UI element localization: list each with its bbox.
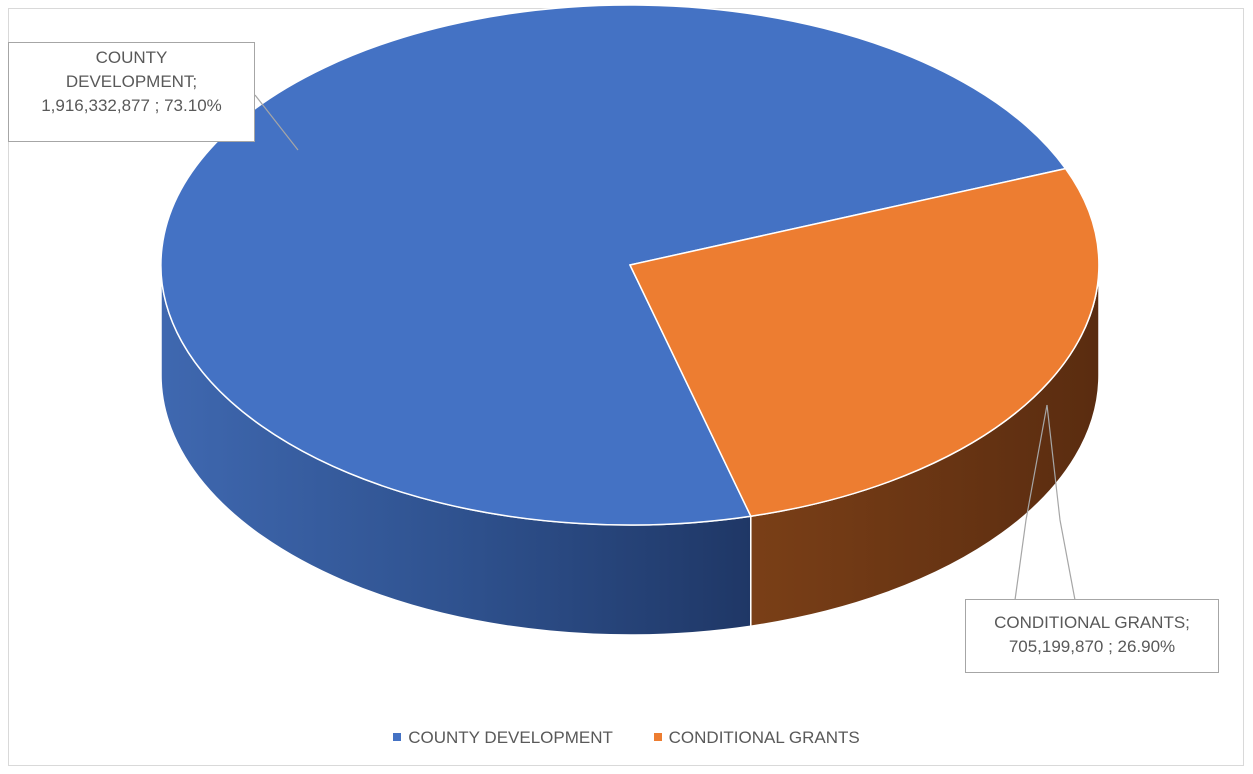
pie-slice-county-development — [160, 4, 1067, 526]
data-label-line: DEVELOPMENT; — [65, 72, 198, 91]
data-label-conditional-grants: CONDITIONAL GRANTS; 705,199,870 ; 26.90% — [965, 599, 1219, 673]
legend-label: CONDITIONAL GRANTS — [668, 728, 860, 747]
legend: COUNTY DEVELOPMENT CONDITIONAL GRANTS — [0, 728, 1253, 748]
data-label-line: 705,199,870 ; 26.90% — [1008, 637, 1176, 656]
data-label-county-development: COUNTY DEVELOPMENT; 1,916,332,877 ; 73.1… — [8, 42, 255, 142]
leader-line-conditional-grants-2 — [1046, 404, 1076, 601]
data-label-line: 1,916,332,877 ; 73.10% — [41, 96, 222, 115]
data-label-line: CONDITIONAL GRANTS; — [994, 613, 1190, 632]
leader-line-county-development — [254, 94, 299, 151]
legend-swatch — [393, 733, 402, 741]
leader-line-conditional-grants — [1014, 404, 1048, 601]
legend-item-county-development[interactable]: COUNTY DEVELOPMENT — [393, 728, 613, 748]
legend-item-conditional-grants[interactable]: CONDITIONAL GRANTS — [653, 728, 860, 748]
legend-label: COUNTY DEVELOPMENT — [408, 728, 613, 747]
pie-slice-conditional-grants — [628, 167, 1100, 518]
data-label-line: COUNTY — [95, 48, 168, 67]
legend-swatch — [653, 733, 662, 741]
